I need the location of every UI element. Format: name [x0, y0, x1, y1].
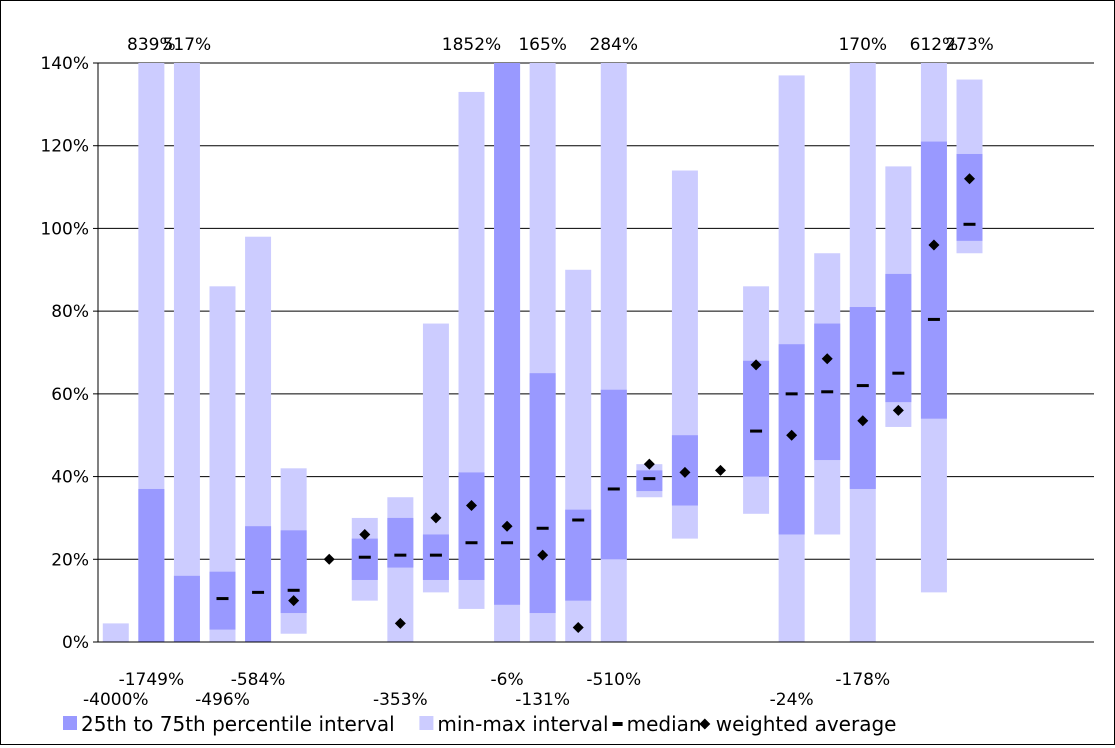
y-tick-labels: 0% 20% 40% 60% 80% 100% 120% 140%: [40, 54, 89, 653]
y-tick-label: 120%: [40, 137, 89, 157]
legend: 25th to 75th percentile interval min-max …: [63, 712, 896, 736]
value-annotation: 273%: [945, 35, 994, 55]
value-annotation: -353%: [373, 690, 428, 710]
value-annotation: -584%: [231, 670, 286, 690]
median-marker: [288, 589, 300, 592]
iqr-bar: [387, 518, 413, 568]
legend-swatch-median: [613, 722, 623, 726]
median-marker: [750, 430, 762, 433]
iqr-bar: [174, 576, 200, 642]
minmax-bar: [103, 623, 129, 642]
iqr-bar: [743, 361, 769, 477]
iqr-bar: [921, 142, 947, 419]
y-tick-label: 0%: [62, 633, 89, 653]
y-tick-label: 40%: [51, 468, 89, 488]
median-marker: [857, 384, 869, 387]
y-tick-label: 100%: [40, 219, 89, 239]
median-marker: [394, 554, 406, 557]
weighted-average-marker: [324, 554, 335, 565]
median-marker: [572, 518, 584, 521]
y-tick-label: 60%: [51, 385, 89, 405]
median-marker: [786, 392, 798, 395]
iqr-bar: [636, 470, 662, 491]
weighted-average-marker: [715, 465, 726, 476]
iqr-bar: [423, 534, 449, 579]
iqr-bar: [530, 373, 556, 613]
value-annotation: 165%: [518, 35, 567, 55]
median-marker: [217, 597, 229, 600]
value-annotation: -131%: [515, 690, 570, 710]
median-marker: [466, 541, 478, 544]
legend-label: median: [627, 712, 702, 736]
value-annotation: -178%: [835, 670, 890, 690]
median-marker: [252, 591, 264, 594]
minmax-bar: [174, 63, 200, 642]
value-annotation: -496%: [195, 690, 250, 710]
legend-swatch-iqr: [63, 716, 77, 730]
iqr-bar: [245, 526, 271, 642]
legend-label: weighted average: [716, 712, 897, 736]
iqr-bar: [459, 472, 485, 580]
median-marker: [501, 541, 513, 544]
median-marker: [964, 223, 976, 226]
value-annotation: 284%: [589, 35, 638, 55]
median-marker: [892, 372, 904, 375]
iqr-bar: [210, 572, 236, 630]
iqr-bar: [138, 489, 164, 642]
y-tick-label: 140%: [40, 54, 89, 74]
median-marker: [821, 390, 833, 393]
iqr-bar: [601, 390, 627, 560]
median-marker: [430, 554, 442, 557]
legend-label: 25th to 75th percentile interval: [81, 712, 395, 736]
median-marker: [608, 487, 620, 490]
value-annotation: -4000%: [83, 690, 149, 710]
value-annotation: 517%: [163, 35, 212, 55]
median-marker: [537, 527, 549, 530]
median-marker: [928, 318, 940, 321]
iqr-bar: [957, 154, 983, 241]
legend-label: min-max interval: [437, 712, 608, 736]
value-annotation: 170%: [838, 35, 887, 55]
y-tick-label: 80%: [51, 302, 89, 322]
iqr-bar: [885, 274, 911, 402]
value-annotation: -6%: [491, 670, 524, 690]
y-tick-label: 20%: [51, 550, 89, 570]
value-annotation: 1852%: [442, 35, 501, 55]
value-annotation: -1749%: [119, 670, 185, 690]
iqr-bar: [850, 307, 876, 489]
median-marker: [643, 477, 655, 480]
legend-swatch-minmax: [419, 716, 433, 730]
iqr-bar: [352, 539, 378, 580]
median-marker: [359, 556, 371, 559]
iqr-bar: [565, 510, 591, 601]
value-annotation: -510%: [586, 670, 641, 690]
value-annotation: -24%: [770, 690, 814, 710]
